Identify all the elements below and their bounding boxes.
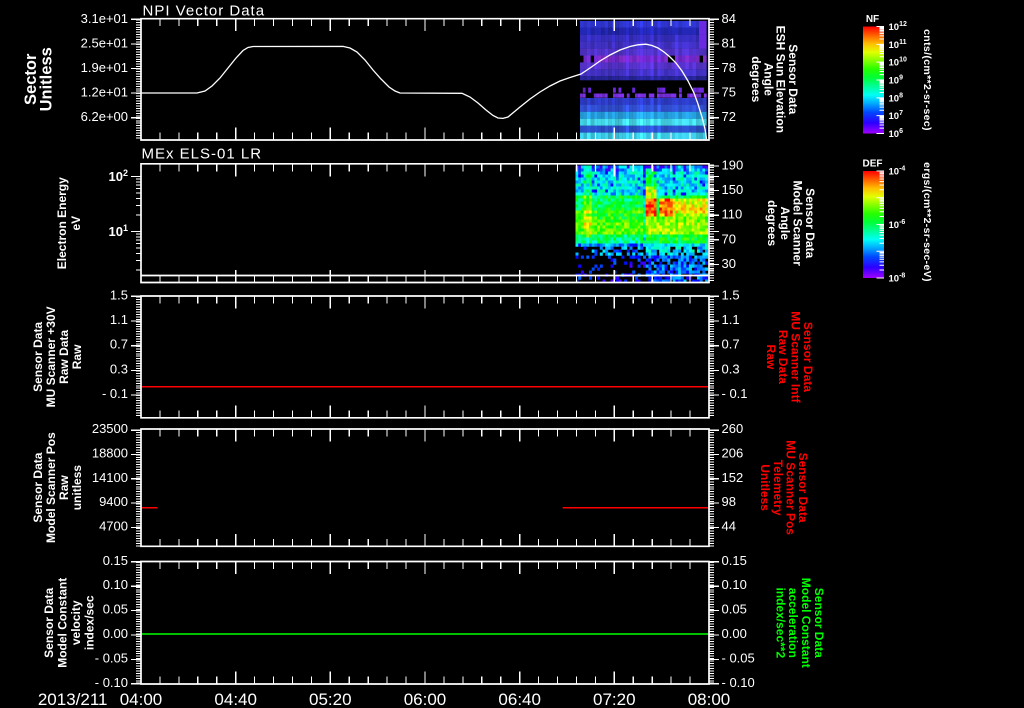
svg-text:Sensor Data: Sensor Data [31,322,45,392]
svg-text:98: 98 [722,494,736,509]
svg-text:unitless: unitless [70,465,84,511]
svg-text:152: 152 [722,470,744,485]
svg-text:- 0.10: - 0.10 [722,675,755,690]
svg-text:150: 150 [722,182,744,197]
svg-text:- 0.05: - 0.05 [722,650,755,665]
svg-text:14100: 14100 [92,470,128,485]
svg-text:index/sec: index/sec [83,595,97,650]
svg-text:ergs/(cm**2-sr-sec-eV): ergs/(cm**2-sr-sec-eV) [921,162,933,282]
svg-text:0.00: 0.00 [722,626,747,641]
svg-text:Model Constant: Model Constant [799,578,813,668]
svg-text:0.7: 0.7 [722,337,740,352]
svg-text:MU Scanner Intf: MU Scanner Intf [789,311,803,403]
svg-text:4700: 4700 [99,518,128,533]
svg-text:Sensor Data: Sensor Data [31,452,45,522]
svg-text:9400: 9400 [99,494,128,509]
svg-text:18800: 18800 [92,446,128,461]
svg-text:44: 44 [722,518,736,533]
svg-text:NPI Vector Data: NPI Vector Data [143,3,266,20]
svg-text:3.1e+01: 3.1e+01 [81,11,128,26]
svg-text:MU Scanner +30V: MU Scanner +30V [44,306,58,407]
svg-text:eV: eV [69,216,83,231]
svg-text:206: 206 [722,446,744,461]
svg-text:72: 72 [722,109,736,124]
svg-text:0.3: 0.3 [722,361,740,376]
svg-text:110: 110 [722,207,743,222]
svg-text:Sensor Data: Sensor Data [796,453,810,523]
svg-text:Model Scanner Pos: Model Scanner Pos [44,432,58,543]
svg-text:2013/211: 2013/211 [38,690,108,708]
svg-text:DEF: DEF [863,159,883,170]
svg-text:- 0.05: - 0.05 [95,650,128,665]
svg-text:0.10: 0.10 [722,577,747,592]
svg-text:degrees: degrees [765,200,779,246]
svg-text:Raw Data: Raw Data [57,330,71,384]
svg-text:- 0.1: - 0.1 [102,386,128,401]
svg-text:04:40: 04:40 [214,690,257,708]
svg-text:190: 190 [722,158,744,173]
svg-text:06:00: 06:00 [404,690,447,708]
svg-text:MU Scanner Pos: MU Scanner Pos [783,440,797,535]
svg-text:1.2e+01: 1.2e+01 [81,85,128,100]
svg-text:75: 75 [722,85,736,100]
svg-text:1.1: 1.1 [722,312,740,327]
svg-text:70: 70 [722,231,736,246]
svg-text:0.00: 0.00 [103,626,128,641]
svg-text:Electron Energy: Electron Energy [55,177,69,269]
svg-text:05:20: 05:20 [309,690,352,708]
svg-text:Model Scanner: Model Scanner [790,181,804,267]
svg-text:Telemetry: Telemetry [771,460,785,516]
svg-text:6.2e+00: 6.2e+00 [81,109,128,124]
svg-text:Unitless: Unitless [758,464,772,511]
svg-text:0.15: 0.15 [103,553,128,568]
svg-text:0.05: 0.05 [722,602,747,617]
svg-text:1.5: 1.5 [110,287,128,302]
svg-text:velocity: velocity [69,600,83,645]
svg-text:07:20: 07:20 [593,690,636,708]
svg-text:78: 78 [722,60,736,75]
svg-text:NF: NF [866,14,879,25]
svg-text:Sector: Sector [22,53,40,105]
svg-text:- 0.10: - 0.10 [95,675,128,690]
svg-text:260: 260 [722,421,744,436]
svg-text:Sensor Data: Sensor Data [803,188,817,258]
svg-text:- 0.1: - 0.1 [722,386,748,401]
svg-text:index/sec**2: index/sec**2 [773,587,787,658]
svg-text:23500: 23500 [92,421,128,436]
svg-text:0.05: 0.05 [103,602,128,617]
svg-text:Raw: Raw [764,345,778,370]
svg-text:1.1: 1.1 [110,312,128,327]
svg-text:Model Constant: Model Constant [56,578,70,668]
svg-text:Raw: Raw [57,475,71,500]
svg-text:Angle: Angle [778,207,792,241]
svg-text:Sensor Data: Sensor Data [786,44,800,114]
svg-text:Sensor Data: Sensor Data [812,588,826,658]
svg-text:ESH Sun Elevation: ESH Sun Elevation [774,26,788,133]
svg-text:cnts/(cm**2-sr-sec): cnts/(cm**2-sr-sec) [921,29,933,131]
svg-text:0.7: 0.7 [110,337,128,352]
svg-text:Raw Data: Raw Data [776,330,790,384]
svg-text:MEx ELS-01 LR: MEx ELS-01 LR [142,146,263,163]
svg-text:Sensor Data: Sensor Data [42,587,56,657]
svg-text:0.10: 0.10 [103,577,128,592]
svg-text:Raw: Raw [70,344,84,369]
svg-text:Sensor Data: Sensor Data [801,322,815,392]
svg-text:08:00: 08:00 [688,690,731,708]
svg-text:degrees: degrees [749,56,763,102]
svg-text:acceleration: acceleration [786,588,800,658]
svg-text:06:40: 06:40 [498,690,541,708]
svg-text:Angle: Angle [761,63,775,97]
svg-text:1.9e+01: 1.9e+01 [81,60,128,75]
svg-text:2.5e+01: 2.5e+01 [81,35,128,50]
svg-text:Unitless: Unitless [38,47,56,111]
svg-text:04:00: 04:00 [120,690,163,708]
svg-text:0.3: 0.3 [110,361,128,376]
svg-text:30: 30 [722,256,736,271]
svg-text:81: 81 [722,35,736,50]
svg-text:0.15: 0.15 [722,553,747,568]
svg-text:1.5: 1.5 [722,287,740,302]
svg-text:84: 84 [722,11,736,26]
